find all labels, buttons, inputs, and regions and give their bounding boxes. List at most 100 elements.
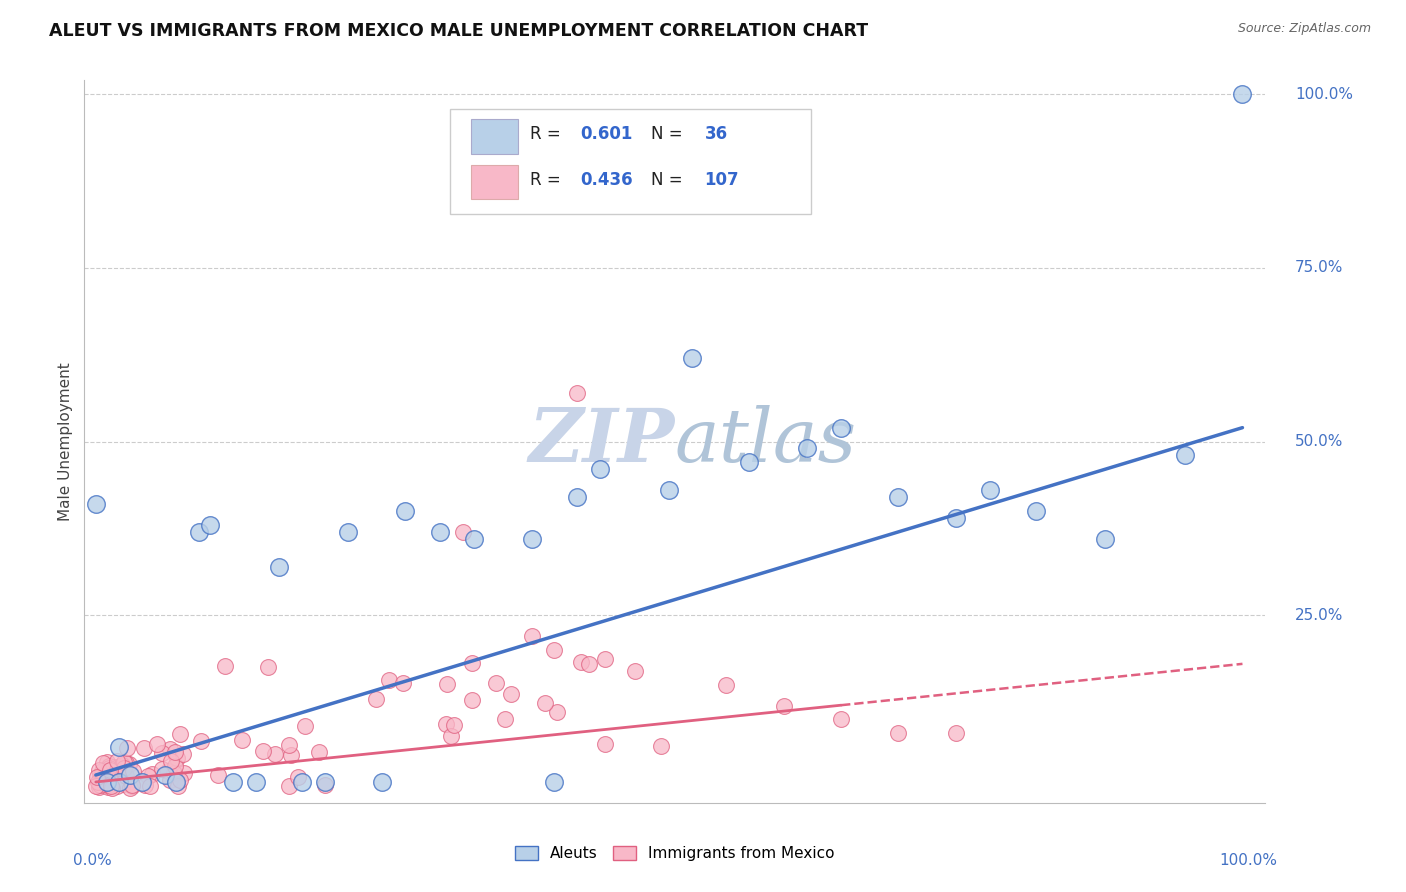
Point [107,775,129,789]
Point [534,697,557,711]
Point [280,748,302,763]
Point [391,676,413,690]
Point [159,741,181,756]
Point [108,760,131,774]
Text: Source: ZipAtlas.com: Source: ZipAtlas.com [1237,22,1371,36]
Point [263,747,285,761]
Point [887,726,910,740]
Point [543,775,565,789]
Point [145,737,167,751]
Point [364,692,387,706]
Point [222,775,245,789]
Point [1232,87,1254,102]
Point [96,774,118,789]
Point [166,751,188,765]
Point [269,559,291,574]
Point [738,455,761,469]
Text: 75.0%: 75.0% [1295,260,1343,276]
Point [98,759,121,773]
Point [461,656,484,670]
Text: 36: 36 [704,126,727,144]
Point [231,733,253,747]
Text: 100.0%: 100.0% [1295,87,1353,102]
Point [112,761,135,775]
Point [114,769,136,783]
Point [169,772,191,787]
Point [200,517,222,532]
Point [440,729,463,743]
Point [394,504,416,518]
Text: ZIP: ZIP [529,405,675,478]
Point [96,775,118,789]
Point [132,740,155,755]
Point [207,768,229,782]
Point [98,761,121,775]
Point [429,524,451,539]
Point [105,779,128,793]
Point [772,698,794,713]
Bar [471,120,517,154]
Point [150,763,173,777]
Point [157,764,180,778]
Point [589,462,612,476]
Point [460,692,482,706]
Text: R =: R = [530,126,565,144]
Point [105,754,128,768]
Y-axis label: Male Unemployment: Male Unemployment [58,362,73,521]
Point [96,755,118,769]
Point [167,779,190,793]
Point [716,678,738,692]
Point [1094,532,1116,546]
Point [91,756,114,770]
Text: 25.0%: 25.0% [1295,607,1343,623]
Point [337,524,360,539]
Bar [471,165,517,200]
Point [173,765,195,780]
Point [87,780,110,794]
Point [294,719,316,733]
Point [567,490,589,504]
Text: N =: N = [651,171,688,189]
Point [371,775,394,789]
Point [90,768,112,782]
Point [100,779,122,793]
Point [314,775,336,789]
Text: N =: N = [651,126,688,144]
Point [650,739,672,753]
Point [97,769,120,783]
Point [100,780,122,795]
Text: 0.0%: 0.0% [73,854,111,869]
Point [112,777,135,791]
Point [163,745,186,759]
Point [979,483,1001,498]
Point [567,385,589,400]
Point [1025,504,1047,518]
Point [169,727,191,741]
Point [291,775,314,789]
Point [830,420,852,434]
Point [87,774,110,789]
Point [115,740,138,755]
Point [112,764,135,779]
Text: 107: 107 [704,171,740,189]
Point [308,745,330,759]
Point [451,524,474,539]
Point [546,706,568,720]
Point [520,532,543,546]
Legend: Aleuts, Immigrants from Mexico: Aleuts, Immigrants from Mexico [509,840,841,867]
Point [681,351,703,366]
Text: R =: R = [530,171,565,189]
Point [277,780,299,794]
Point [443,718,465,732]
Point [87,763,110,777]
Point [86,770,108,784]
Point [190,734,212,748]
Point [378,673,401,687]
Point [163,766,186,780]
Point [245,775,267,789]
Point [93,770,115,784]
Point [578,657,600,671]
Point [139,779,162,793]
Point [153,768,176,782]
Point [89,770,111,784]
